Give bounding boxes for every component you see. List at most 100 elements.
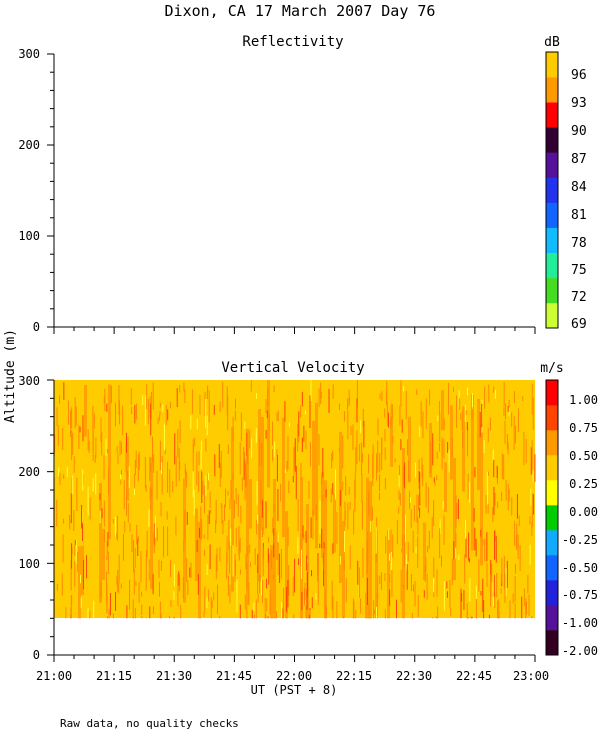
- velocity-band: [453, 457, 456, 581]
- velocity-band: [462, 406, 465, 492]
- reflectivity-plot: [47, 53, 536, 334]
- colorbar-swatch: [546, 177, 558, 203]
- colorbar-swatch: [546, 277, 558, 304]
- velocity-band: [369, 481, 372, 619]
- colorbar-swatch: [546, 202, 558, 228]
- velocity-band: [375, 529, 378, 619]
- velocity-band: [321, 472, 324, 558]
- velocity-band: [261, 416, 264, 530]
- colorbar-swatch: [546, 152, 558, 178]
- reflectivity-colorbar: [545, 51, 559, 329]
- colorbar-swatch: [546, 430, 558, 456]
- velocity-band: [324, 480, 327, 619]
- velocity-xtick-label: 21:00: [36, 669, 72, 683]
- velocity-band: [273, 478, 276, 619]
- velocity-band: [408, 416, 411, 483]
- colorbar-swatch: [546, 530, 558, 556]
- velocity-band: [423, 522, 426, 581]
- velocity-xtick-label: 23:00: [513, 669, 549, 683]
- colorbar-swatch: [546, 605, 558, 631]
- velocity-band: [390, 416, 393, 467]
- reflectivity-cbar-label: 69: [571, 317, 587, 332]
- velocity-xlabel: UT (PST + 8): [251, 683, 338, 697]
- colorbar-frame: [545, 379, 559, 656]
- velocity-cbar-label: 0.00: [569, 505, 598, 519]
- colorbar-swatch: [546, 405, 558, 431]
- reflectivity-cbar-label: 81: [571, 208, 587, 223]
- velocity-band: [150, 457, 153, 589]
- colorbar-swatch: [546, 252, 558, 279]
- reflectivity-cbar-label: 84: [571, 180, 587, 195]
- velocity-x-tick-labels: 21:00 21:15 21:30 21:45 22:00 22:15 22:3…: [36, 669, 549, 683]
- colorbar-frame: [545, 51, 559, 329]
- colorbar-swatch: [546, 77, 558, 103]
- velocity-cbar-label: -0.50: [562, 561, 598, 575]
- velocity-cbar-label: -2.00: [562, 644, 598, 658]
- footnote: Raw data, no quality checks: [60, 717, 239, 730]
- reflectivity-colorbar-unit: dB: [544, 35, 560, 50]
- velocity-band: [282, 417, 285, 538]
- colorbar-swatch: [546, 380, 558, 406]
- colorbar-swatch: [546, 580, 558, 606]
- velocity-xtick-label: 22:15: [336, 669, 372, 683]
- velocity-band: [267, 380, 270, 488]
- velocity-band: [315, 402, 318, 549]
- colorbar-swatch: [546, 302, 558, 329]
- velocity-band: [198, 521, 201, 619]
- reflectivity-cbar-label: 96: [571, 68, 587, 83]
- velocity-title: Vertical Velocity: [221, 360, 364, 376]
- velocity-colorbar-unit: m/s: [540, 361, 563, 376]
- velocity-band: [300, 477, 303, 619]
- velocity-xtick-label: 21:15: [96, 669, 132, 683]
- velocity-plot: [47, 379, 536, 662]
- velocity-band: [78, 546, 81, 619]
- velocity-xtick-label: 22:30: [396, 669, 432, 683]
- figure-title: Dixon, CA 17 March 2007 Day 76: [165, 2, 436, 20]
- colorbar-swatch: [546, 555, 558, 581]
- velocity-cbar-label: 0.25: [569, 477, 598, 491]
- velocity-cbar-label: 0.75: [569, 421, 598, 435]
- velocity-band: [183, 478, 186, 603]
- velocity-xtick-label: 22:45: [456, 669, 492, 683]
- velocity-band: [441, 390, 444, 431]
- velocity-y-ticks: [47, 379, 54, 656]
- velocity-ytick-label: 0: [33, 648, 40, 662]
- reflectivity-ytick-label: 0: [33, 320, 40, 334]
- colorbar-swatch: [546, 52, 558, 78]
- velocity-band: [270, 545, 273, 619]
- reflectivity-cbar-label: 87: [571, 152, 587, 167]
- reflectivity-cbar-label: 90: [571, 124, 587, 139]
- reflectivity-x-ticks: [53, 327, 536, 334]
- velocity-band: [450, 405, 453, 480]
- reflectivity-ytick-label: 300: [18, 47, 40, 61]
- velocity-band: [477, 398, 480, 490]
- velocity-xtick-label: 22:00: [276, 669, 312, 683]
- reflectivity-cbar-label: 72: [571, 290, 587, 305]
- reflectivity-plot-area: [54, 54, 535, 327]
- shared-ylabel: Altitude (m): [3, 329, 18, 423]
- velocity-band: [285, 511, 288, 619]
- reflectivity-ytick-label: 200: [18, 138, 40, 152]
- velocity-xtick-label: 21:45: [216, 669, 252, 683]
- colorbar-swatch: [546, 505, 558, 531]
- velocity-heatmap-streaks: [53, 380, 536, 619]
- velocity-cbar-label: -1.00: [562, 616, 598, 630]
- velocity-xtick-label: 21:30: [156, 669, 192, 683]
- velocity-y-tick-labels: 0 100 200 300: [18, 374, 40, 662]
- velocity-ytick-label: 200: [18, 465, 40, 479]
- velocity-band: [339, 432, 342, 583]
- velocity-cbar-label: -0.75: [562, 588, 598, 602]
- reflectivity-title: Reflectivity: [242, 34, 343, 50]
- velocity-band: [99, 483, 102, 603]
- reflectivity-cbar-label: 93: [571, 96, 587, 111]
- reflectivity-y-ticks: [47, 53, 54, 328]
- velocity-band: [246, 428, 249, 604]
- velocity-band: [387, 530, 390, 619]
- velocity-heatmap-bands: [78, 380, 483, 619]
- velocity-band: [126, 436, 129, 501]
- velocity-ytick-label: 100: [18, 557, 40, 571]
- colorbar-swatch: [546, 227, 558, 254]
- velocity-band: [108, 384, 111, 540]
- reflectivity-cbar-label: 75: [571, 263, 587, 278]
